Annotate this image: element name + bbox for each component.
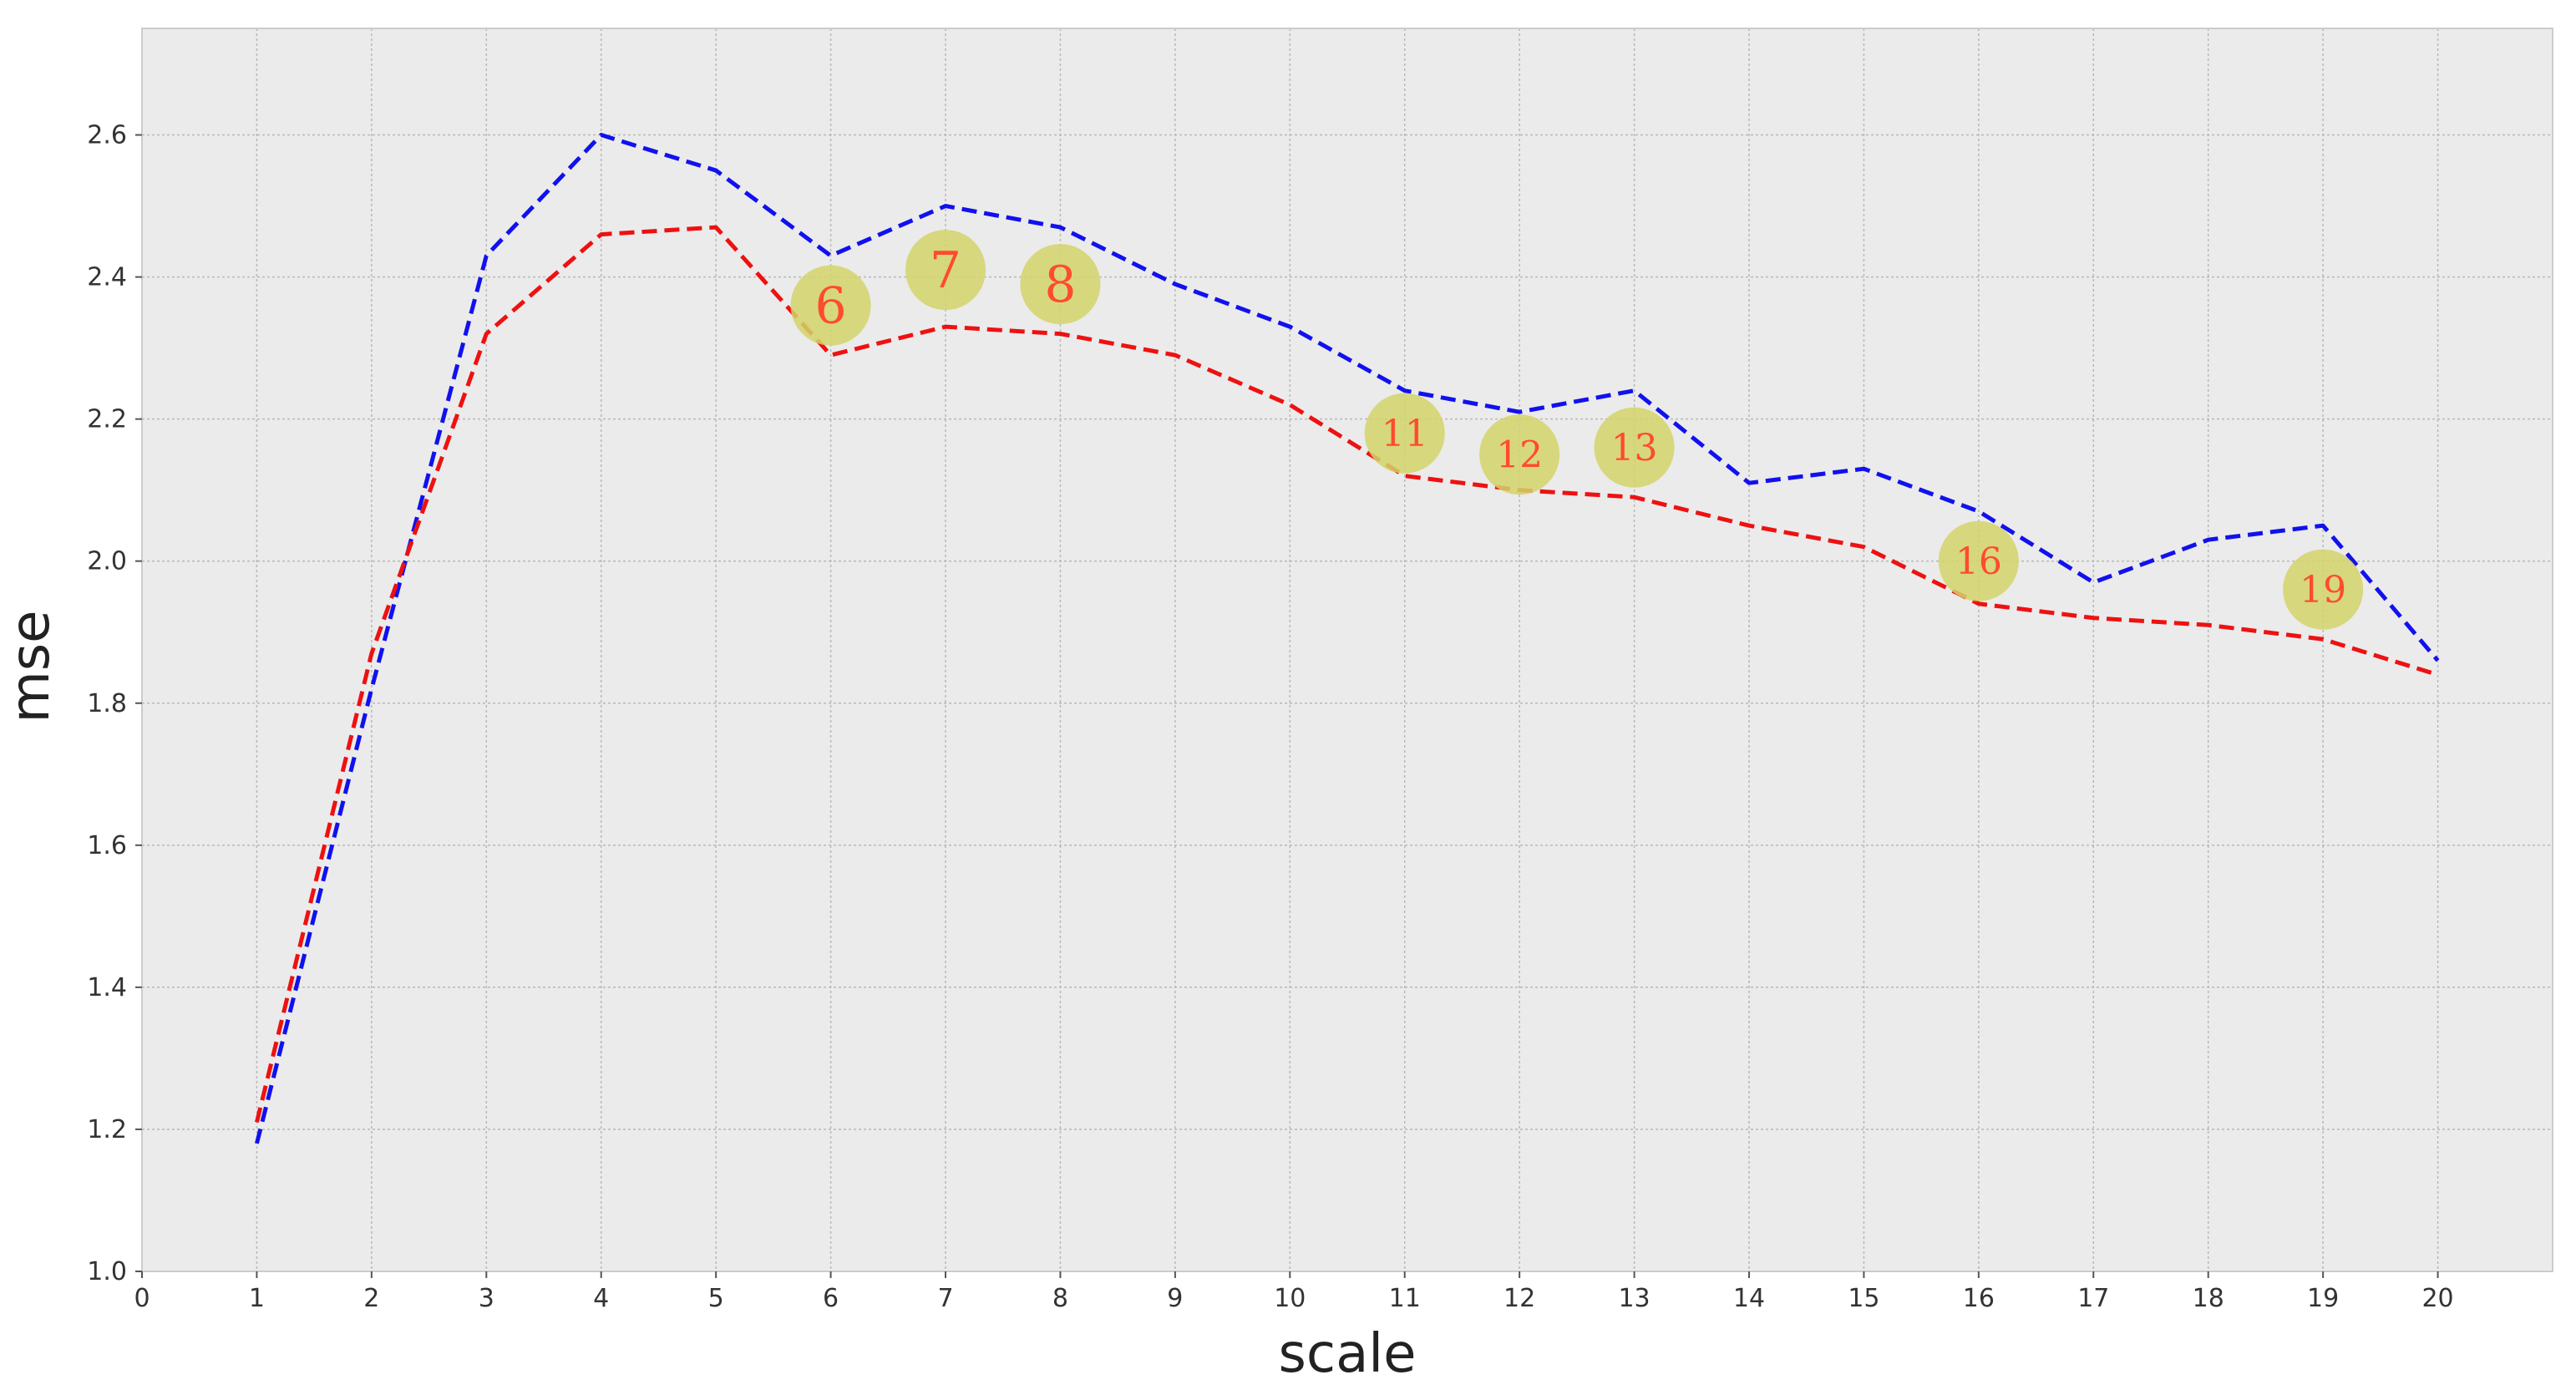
x-tick-label: 10 xyxy=(1274,1284,1306,1313)
annotation-11: 11 xyxy=(1364,393,1445,474)
series-line-2 xyxy=(255,225,2439,1124)
annotation-label: 12 xyxy=(1496,434,1543,477)
x-tick-label: 13 xyxy=(1618,1284,1650,1313)
annotation-marker xyxy=(1938,520,2019,601)
annotation-label: 8 xyxy=(1044,256,1076,314)
x-tick-label: 11 xyxy=(1389,1284,1421,1313)
x-tick-label: 3 xyxy=(479,1284,494,1313)
x-tick-label: 16 xyxy=(1963,1284,1995,1313)
x-tick-label: 0 xyxy=(134,1284,150,1313)
series-layer xyxy=(255,133,2440,1144)
x-tick-label: 17 xyxy=(2077,1284,2109,1313)
annotation-marker xyxy=(790,265,871,346)
annotation-marker xyxy=(1479,414,1560,495)
y-axis-ticks: 1.0 1.2 1.4 1.6 1.8 2.0 2.2 2.4 2.6 xyxy=(87,121,142,1286)
annotation-marker xyxy=(1020,244,1101,325)
annotation-label: 11 xyxy=(1382,413,1428,455)
annotation-8: 8 xyxy=(1020,244,1101,325)
y-tick-label: 1.0 xyxy=(87,1257,127,1286)
annotation-marker xyxy=(2283,549,2364,630)
plot-frame xyxy=(141,28,2553,1272)
x-tick-label: 6 xyxy=(823,1284,839,1313)
y-tick-label: 2.4 xyxy=(87,263,127,292)
x-tick-label: 7 xyxy=(937,1284,953,1313)
annotation-marker xyxy=(1594,407,1675,488)
annotation-layer: 6 7 8 11 12 13 16 19 xyxy=(790,230,2364,630)
annotation-label: 16 xyxy=(1955,540,2002,583)
y-axis-title: mse xyxy=(0,610,62,723)
y-tick-label: 2.6 xyxy=(87,121,127,150)
x-tick-label: 4 xyxy=(593,1284,609,1313)
x-tick-label: 19 xyxy=(2307,1284,2339,1313)
annotation-label: 19 xyxy=(2300,569,2346,611)
annotation-19: 19 xyxy=(2283,549,2364,630)
annotation-16: 16 xyxy=(1938,520,2019,601)
annotation-6: 6 xyxy=(790,265,871,346)
x-tick-label: 1 xyxy=(249,1284,265,1313)
x-tick-label: 5 xyxy=(708,1284,724,1313)
annotation-7: 7 xyxy=(905,230,986,311)
x-tick-label: 14 xyxy=(1733,1284,1765,1313)
x-tick-label: 8 xyxy=(1052,1284,1068,1313)
annotation-marker xyxy=(905,230,986,311)
series-line-1 xyxy=(255,133,2440,1144)
plot-area xyxy=(142,28,2553,1271)
x-tick-label: 2 xyxy=(363,1284,379,1313)
y-tick-label: 1.4 xyxy=(87,973,127,1002)
y-tick-label: 1.2 xyxy=(87,1115,127,1144)
y-tick-label: 2.2 xyxy=(87,405,127,434)
annotation-12: 12 xyxy=(1479,414,1560,495)
annotation-label: 7 xyxy=(930,241,961,300)
x-tick-label: 9 xyxy=(1167,1284,1183,1313)
x-tick-label: 15 xyxy=(1848,1284,1879,1313)
annotation-marker xyxy=(1364,393,1445,474)
annotation-label: 6 xyxy=(814,277,846,336)
x-tick-label: 20 xyxy=(2421,1284,2453,1313)
y-tick-label: 2.0 xyxy=(87,547,127,576)
annotation-label: 13 xyxy=(1611,427,1658,469)
x-tick-label: 18 xyxy=(2193,1284,2224,1313)
annotation-13: 13 xyxy=(1594,407,1675,488)
x-axis-title: scale xyxy=(1279,1323,1417,1385)
y-tick-label: 1.8 xyxy=(87,689,127,718)
x-axis-ticks: 0 1 2 3 4 5 6 7 8 9 10 11 12 13 14 15 16 17 18 19 20 xyxy=(134,1271,2454,1313)
y-tick-label: 1.6 xyxy=(87,831,127,860)
x-tick-label: 12 xyxy=(1504,1284,1535,1313)
